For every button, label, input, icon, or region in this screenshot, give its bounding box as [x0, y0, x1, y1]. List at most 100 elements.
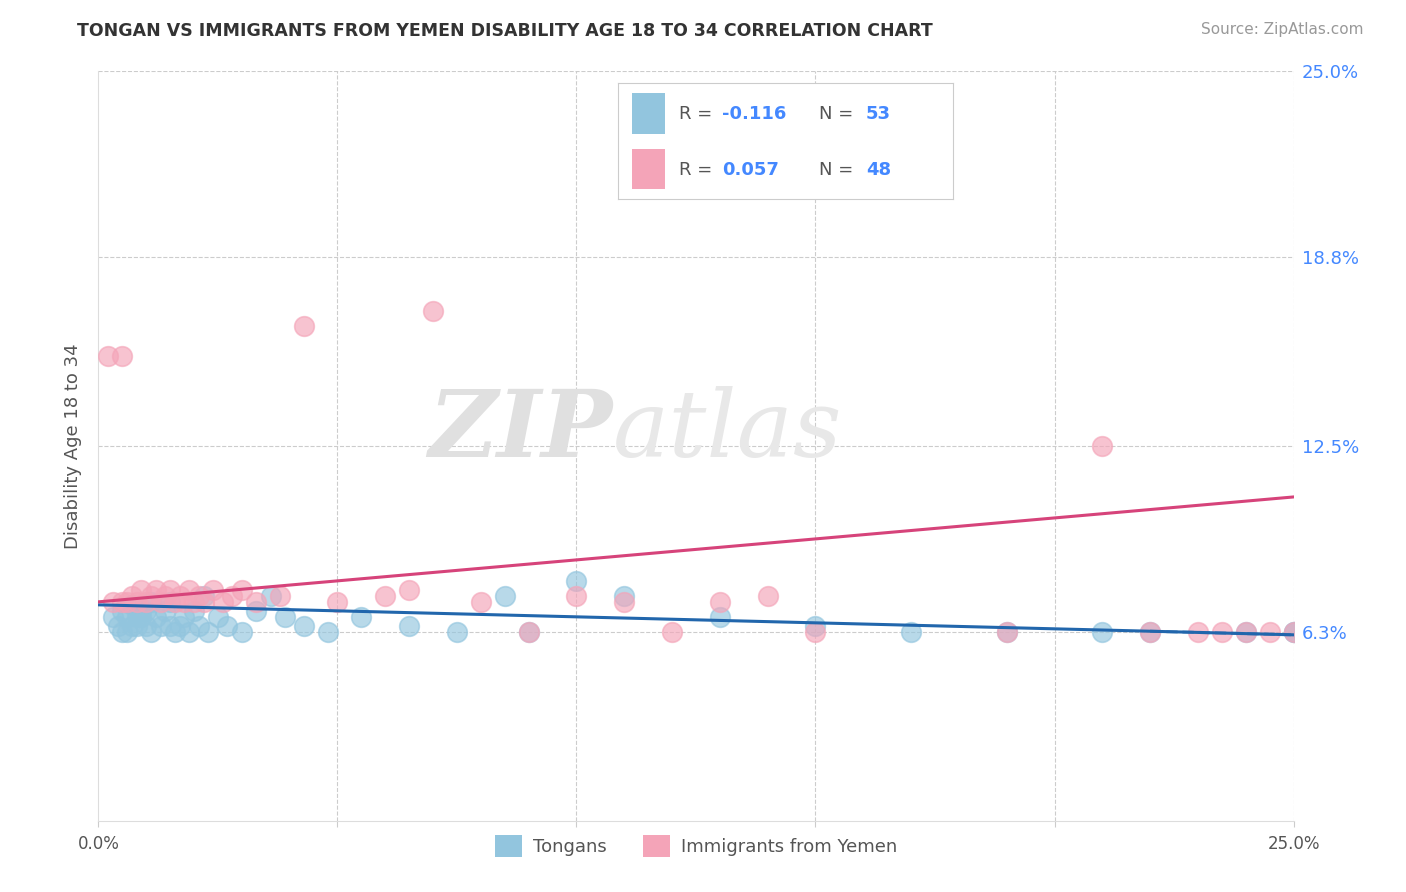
Text: ZIP: ZIP	[427, 386, 613, 476]
Point	[121, 619, 143, 633]
Point	[101, 595, 124, 609]
Point	[169, 619, 191, 633]
Point	[179, 624, 201, 639]
Point	[155, 604, 177, 618]
Point	[804, 624, 827, 639]
Point	[131, 604, 153, 618]
Point	[187, 589, 209, 603]
Point	[1234, 624, 1257, 639]
Point	[259, 589, 281, 603]
Point	[115, 624, 138, 639]
Point	[139, 589, 162, 603]
Point	[446, 624, 468, 639]
Point	[179, 582, 201, 597]
Point	[125, 595, 148, 609]
Point	[131, 610, 153, 624]
Point	[202, 582, 225, 597]
Point	[1282, 624, 1305, 639]
Point	[326, 595, 349, 609]
Point	[131, 582, 153, 597]
Point	[211, 595, 233, 609]
Point	[139, 595, 162, 609]
Text: TONGAN VS IMMIGRANTS FROM YEMEN DISABILITY AGE 18 TO 34 CORRELATION CHART: TONGAN VS IMMIGRANTS FROM YEMEN DISABILI…	[77, 22, 934, 40]
Text: atlas: atlas	[613, 386, 842, 476]
Point	[374, 589, 396, 603]
Point	[101, 610, 124, 624]
Point	[135, 595, 157, 609]
Legend: Tongans, Immigrants from Yemen: Tongans, Immigrants from Yemen	[488, 828, 904, 864]
Y-axis label: Disability Age 18 to 34: Disability Age 18 to 34	[65, 343, 83, 549]
Point	[197, 624, 219, 639]
Point	[1234, 624, 1257, 639]
Point	[111, 624, 134, 639]
Point	[565, 574, 588, 588]
Point	[398, 619, 420, 633]
Point	[756, 589, 779, 603]
Point	[135, 619, 157, 633]
Point	[1282, 624, 1305, 639]
Point	[613, 589, 636, 603]
Point	[111, 595, 134, 609]
Point	[115, 595, 138, 609]
Point	[1139, 624, 1161, 639]
Point	[398, 582, 420, 597]
Point	[995, 624, 1018, 639]
Point	[1211, 624, 1233, 639]
Point	[709, 595, 731, 609]
Point	[173, 610, 195, 624]
Point	[422, 304, 444, 318]
Point	[995, 624, 1018, 639]
Point	[221, 589, 243, 603]
Point	[97, 349, 120, 363]
Point	[269, 589, 291, 603]
Point	[470, 595, 492, 609]
Point	[231, 582, 253, 597]
Point	[207, 610, 229, 624]
Point	[149, 619, 172, 633]
Point	[231, 624, 253, 639]
Point	[125, 619, 148, 633]
Point	[316, 624, 339, 639]
Point	[173, 595, 195, 609]
Point	[804, 619, 827, 633]
Point	[292, 319, 315, 334]
Point	[217, 619, 239, 633]
Point	[163, 624, 186, 639]
Point	[183, 604, 205, 618]
Text: Source: ZipAtlas.com: Source: ZipAtlas.com	[1201, 22, 1364, 37]
Point	[163, 595, 186, 609]
Point	[159, 582, 181, 597]
Point	[274, 610, 297, 624]
Point	[565, 589, 588, 603]
Point	[159, 595, 181, 609]
Point	[115, 610, 138, 624]
Point	[111, 604, 134, 618]
Point	[149, 595, 172, 609]
Point	[187, 619, 209, 633]
Point	[1139, 624, 1161, 639]
Point	[1282, 624, 1305, 639]
Point	[121, 598, 143, 612]
Point	[169, 589, 191, 603]
Point	[494, 589, 516, 603]
Point	[517, 624, 540, 639]
Point	[709, 610, 731, 624]
Point	[183, 595, 205, 609]
Point	[125, 610, 148, 624]
Point	[1091, 624, 1114, 639]
Point	[661, 624, 683, 639]
Point	[517, 624, 540, 639]
Point	[135, 604, 157, 618]
Point	[350, 610, 373, 624]
Point	[193, 589, 215, 603]
Point	[145, 582, 167, 597]
Point	[245, 604, 267, 618]
Point	[245, 595, 267, 609]
Point	[121, 589, 143, 603]
Point	[613, 595, 636, 609]
Point	[1258, 624, 1281, 639]
Point	[292, 619, 315, 633]
Point	[193, 595, 215, 609]
Point	[111, 349, 134, 363]
Point	[107, 619, 129, 633]
